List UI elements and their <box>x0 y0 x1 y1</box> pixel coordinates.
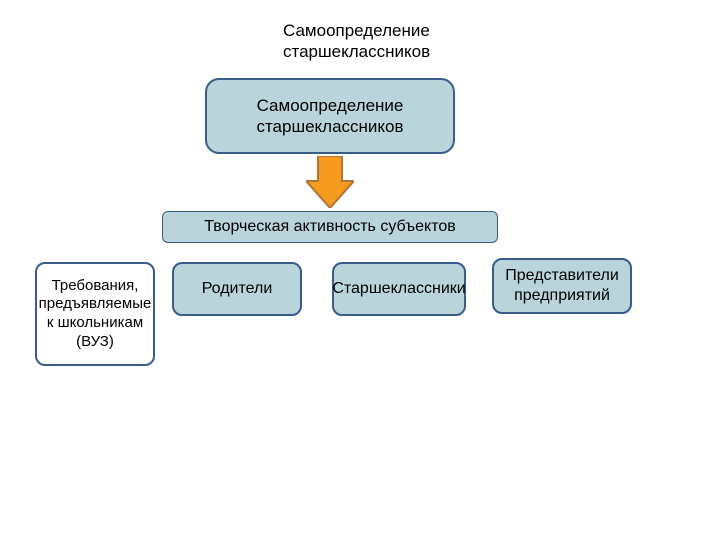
arrow-down-icon <box>306 156 354 208</box>
node-enterprise-reps: Представители предприятий <box>492 258 632 314</box>
node-students-label: Старшеклассники <box>332 279 465 299</box>
title-line2: старшеклассников <box>283 42 430 61</box>
node-parents-label: Родители <box>202 279 273 299</box>
node-middle: Творческая активность субъектов <box>162 211 498 243</box>
node-enterprise-reps-label: Представители предприятий <box>500 266 624 306</box>
node-parents: Родители <box>172 262 302 316</box>
node-students: Старшеклассники <box>332 262 466 316</box>
node-top-main-label: Самоопределениестаршеклассников <box>256 95 403 138</box>
node-requirements: Требования,предъявляемыек школьникам (ВУ… <box>35 262 155 366</box>
node-top-main: Самоопределениестаршеклассников <box>205 78 455 154</box>
node-requirements-label: Требования,предъявляемыек школьникам (ВУ… <box>39 277 152 352</box>
page-title: Самоопределение старшеклассников <box>283 20 430 63</box>
title-line1: Самоопределение <box>283 21 430 40</box>
diagram-canvas: Самоопределение старшеклассников Самоопр… <box>0 0 720 540</box>
node-middle-label: Творческая активность субъектов <box>204 217 456 237</box>
